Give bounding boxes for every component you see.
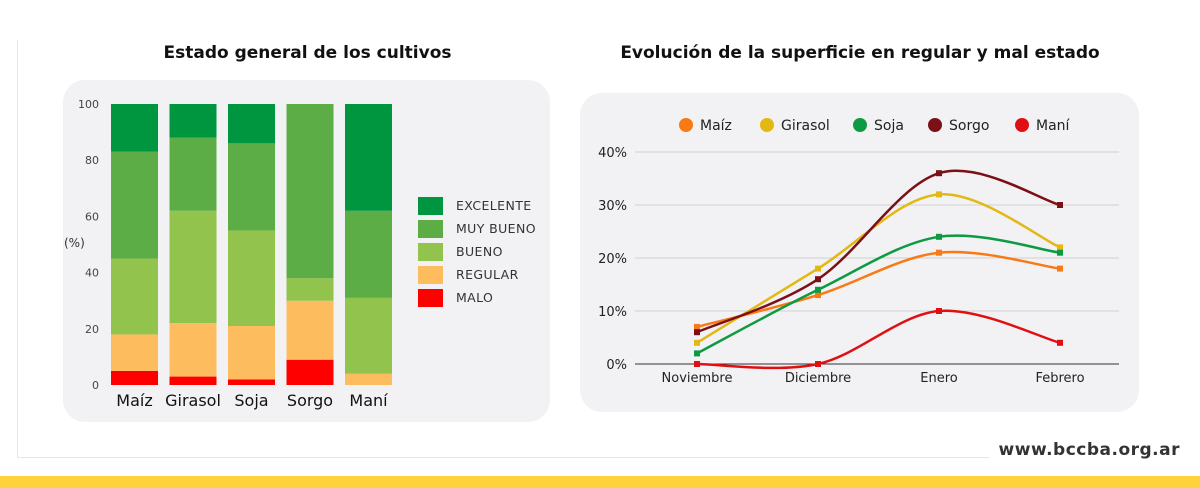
bar-y-tick-label: 40 <box>85 267 99 280</box>
bar-segment-bueno <box>111 258 158 335</box>
legend-label: EXCELENTE <box>456 198 532 213</box>
line-point-girasol <box>694 339 700 346</box>
legend-swatch-malo <box>418 289 443 307</box>
line-point-girasol <box>936 191 942 198</box>
line-chart-title: Evolución de la superficie en regular y … <box>620 43 1100 63</box>
line-point-sorgo <box>1057 202 1063 208</box>
line-point-soja <box>694 350 700 357</box>
legend-dot-soja <box>853 118 867 132</box>
legend-dot-sorgo <box>928 118 942 132</box>
bar-segment-regular <box>169 323 217 377</box>
bar-segment-muy-bueno <box>345 210 392 298</box>
legend-dot-maiz <box>679 118 693 132</box>
line-point-soja <box>1057 249 1063 256</box>
frame-divider-horizontal <box>17 457 989 458</box>
frame-divider-vertical <box>17 40 18 458</box>
line-x-tick-label: Enero <box>920 371 958 386</box>
legend-dot-girasol <box>760 118 774 132</box>
legend-label: REGULAR <box>456 267 519 282</box>
bar-segment-excelente <box>169 104 217 138</box>
bar-segment-bueno <box>286 278 334 301</box>
bar-segment-excelente <box>228 104 275 144</box>
bar-segment-bueno <box>345 297 392 374</box>
bar-category-label: Maíz <box>116 391 152 410</box>
legend-label: BUENO <box>456 244 503 259</box>
legend-label: MALO <box>456 290 493 305</box>
bar-segment-muy-bueno <box>286 104 334 279</box>
line-point-maiz <box>1057 265 1063 272</box>
bar-y-tick-label: 20 <box>85 323 99 336</box>
line-y-tick-label: 0% <box>606 358 627 373</box>
bar-category-label: Sorgo <box>287 391 333 410</box>
bar-y-tick-label: 0 <box>92 379 99 392</box>
bar-segment-malo <box>111 370 158 385</box>
bar-y-tick-label: 80 <box>85 154 99 167</box>
line-point-sorgo <box>694 329 700 336</box>
line-x-tick-label: Diciembre <box>785 371 851 386</box>
bar-segment-bueno <box>228 230 275 326</box>
bar-y-tick-label: 60 <box>85 210 99 223</box>
line-point-soja <box>815 286 821 293</box>
line-series-maiz <box>696 250 1061 329</box>
line-x-tick-label: Noviembre <box>662 371 733 386</box>
bar-y-tick-label: 100 <box>78 98 99 111</box>
line-point-maiz <box>815 292 821 299</box>
legend-swatch-excelente <box>418 197 443 215</box>
legend-swatch-muy-bueno <box>418 220 443 238</box>
line-point-sorgo <box>815 276 821 283</box>
line-y-tick-label: 40% <box>598 146 627 161</box>
bar-y-axis-label: (%) <box>64 236 85 250</box>
legend-label: Girasol <box>781 118 830 134</box>
line-series-girasol <box>696 193 1061 344</box>
bar-segment-malo <box>169 376 217 385</box>
line-y-tick-label: 20% <box>598 252 627 267</box>
legend-dot-mani <box>1015 118 1029 132</box>
line-point-mani <box>936 308 942 314</box>
line-point-girasol <box>1057 244 1063 251</box>
line-point-maiz <box>694 323 700 330</box>
bar-category-label: Maní <box>349 391 388 410</box>
line-point-soja <box>936 233 942 240</box>
bar-segment-excelente <box>111 104 158 152</box>
bar-segment-malo <box>228 379 275 385</box>
line-y-tick-label: 30% <box>598 199 627 214</box>
line-y-tick-label: 10% <box>598 305 627 320</box>
bar-category-label: Girasol <box>165 391 221 410</box>
legend-label: Maní <box>1036 118 1071 134</box>
bar-segment-excelente <box>345 104 392 211</box>
bar-segment-muy-bueno <box>228 143 275 231</box>
legend-label: MUY BUENO <box>456 221 536 236</box>
bar-segment-bueno <box>169 210 217 324</box>
bar-segment-regular <box>345 373 392 385</box>
line-point-mani <box>815 361 821 367</box>
legend-label: Maíz <box>700 118 732 134</box>
brand-footer-bar <box>0 476 1200 488</box>
bar-segment-regular <box>228 325 275 380</box>
line-point-mani <box>1057 339 1063 346</box>
line-point-sorgo <box>936 170 942 177</box>
bar-chart-title: Estado general de los cultivos <box>163 43 452 63</box>
legend-label: Soja <box>874 118 904 134</box>
bar-segment-muy-bueno <box>111 151 158 259</box>
site-url[interactable]: www.bccba.org.ar <box>998 440 1180 460</box>
line-series-sorgo <box>696 169 1061 334</box>
line-point-mani <box>694 361 700 367</box>
line-point-maiz <box>936 249 942 256</box>
line-series-soja <box>696 234 1061 355</box>
bar-segment-muy-bueno <box>169 137 217 211</box>
bar-category-label: Soja <box>234 391 268 410</box>
line-point-girasol <box>815 265 821 272</box>
line-series-mani <box>696 309 1061 370</box>
legend-swatch-bueno <box>418 243 443 261</box>
line-chart-panel <box>580 93 1139 412</box>
bar-segment-malo <box>286 359 334 385</box>
bar-segment-regular <box>111 334 158 371</box>
bar-segment-regular <box>286 300 334 360</box>
legend-label: Sorgo <box>949 118 989 134</box>
legend-swatch-regular <box>418 266 443 284</box>
line-x-tick-label: Febrero <box>1035 371 1084 386</box>
